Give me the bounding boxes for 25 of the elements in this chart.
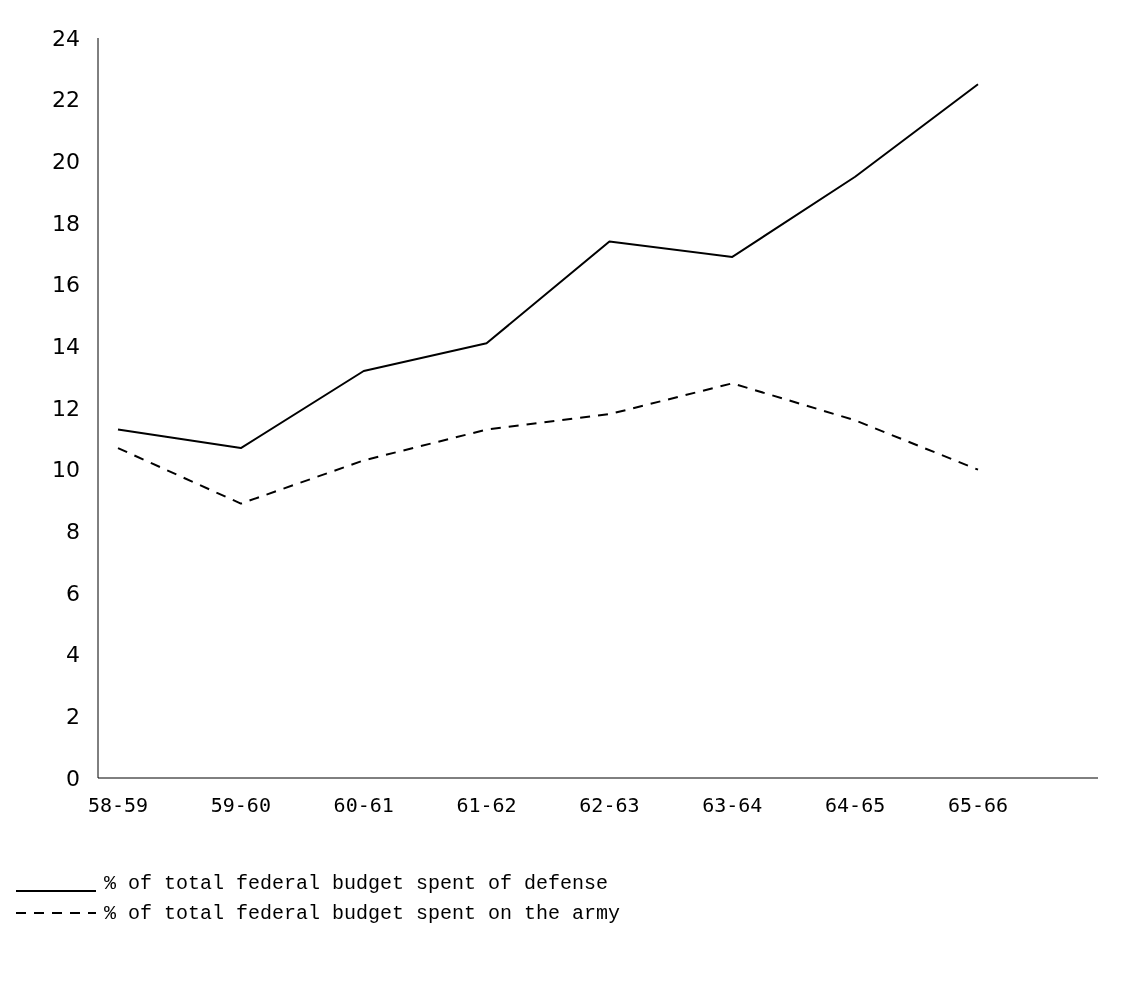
y-tick-label: 6 <box>66 580 80 606</box>
y-tick-label: 8 <box>66 519 80 545</box>
x-tick-label: 62-63 <box>579 793 640 818</box>
y-tick-label: 14 <box>52 334 80 360</box>
x-tick-label: 63-64 <box>702 793 763 818</box>
y-tick-label: 4 <box>66 642 80 668</box>
y-tick-label: 12 <box>52 395 80 421</box>
y-tick-label: 16 <box>52 272 80 298</box>
y-tick-label: 18 <box>52 210 80 236</box>
x-tick-label: 61-62 <box>456 793 517 818</box>
line-series <box>117 382 979 505</box>
legend-label: % of total federal budget spent of defense <box>104 871 609 895</box>
y-tick-label: 0 <box>66 765 80 791</box>
y-tick-label: 20 <box>52 149 80 175</box>
line-series <box>117 83 979 450</box>
x-tick-label: 64-65 <box>825 793 886 818</box>
y-tick-label: 2 <box>66 704 80 730</box>
x-tick-label: 60-61 <box>333 793 394 818</box>
x-tick-label: 58-59 <box>87 793 149 818</box>
x-tick-label: 65-66 <box>947 793 1009 818</box>
y-tick-label: 22 <box>52 87 80 113</box>
y-tick-label: 10 <box>52 457 80 483</box>
y-tick-label: 24 <box>52 25 80 51</box>
x-tick-label: 59-60 <box>210 793 271 818</box>
legend-label: % of total federal budget spent on the army <box>104 901 621 925</box>
